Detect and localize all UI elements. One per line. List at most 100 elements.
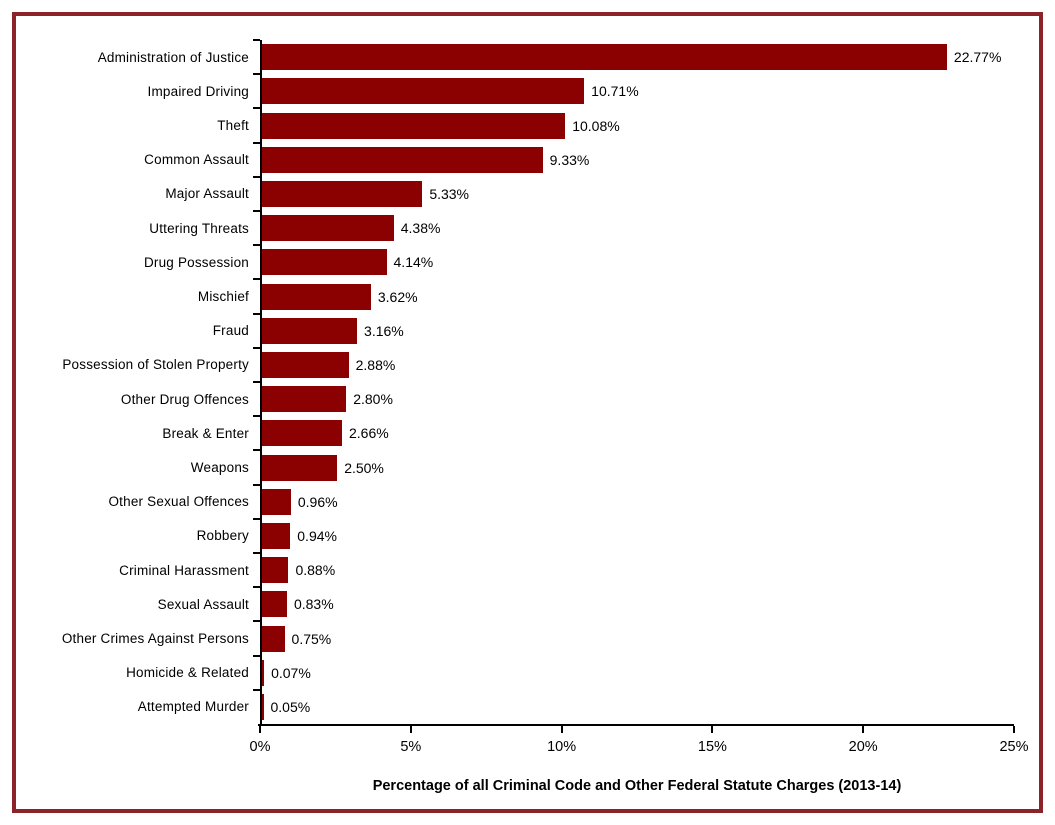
category-label: Robbery (196, 528, 249, 544)
bar-row: Other Crimes Against Persons 0.75% (16, 620, 1014, 656)
bar-track: 0.07% (253, 654, 1014, 690)
bar-row: Other Drug Offences 2.80% (16, 381, 1014, 417)
bar-track: 0.94% (253, 517, 1014, 554)
x-title-row: Percentage of all Criminal Code and Othe… (16, 778, 1014, 794)
bar-track: 2.50% (253, 449, 1014, 485)
bar-row: Theft 10.08% (16, 107, 1014, 143)
value-label: 5.33% (429, 185, 470, 202)
bar-row: Break & Enter 2.66% (16, 415, 1014, 451)
bar-track: 5.33% (253, 175, 1014, 212)
category-label: Uttering Threats (149, 220, 249, 236)
bar (262, 317, 358, 344)
bar-track: 0.88% (253, 552, 1014, 588)
chart-frame: Administration of Justice 22.77% Impaired … (12, 12, 1043, 813)
bar-row: Sexual Assault 0.83% (16, 586, 1014, 622)
x-axis-tick-label: 20% (848, 739, 878, 755)
category-label: Homicide & Related (126, 665, 249, 681)
value-label: 4.38% (400, 220, 441, 237)
x-axis-line (258, 724, 1014, 726)
value-label: 2.80% (353, 391, 393, 408)
value-label: 4.14% (393, 254, 434, 271)
bar-track: 3.62% (253, 278, 1014, 314)
value-label: 2.88% (355, 356, 396, 373)
bar-track: 2.88% (253, 346, 1014, 383)
category-label: Break & Enter (162, 425, 249, 441)
category-label: Administration of Justice (97, 49, 249, 65)
bar-track: 2.66% (253, 415, 1014, 451)
bar-row: Attempted Murder 0.05% (16, 688, 1014, 725)
bar (262, 693, 264, 720)
bar-rows: Administration of Justice 22.77% Impaired … (16, 38, 1039, 725)
bar-row: Impaired Driving 10.71% (16, 73, 1014, 109)
value-label: 3.16% (364, 322, 404, 339)
bar-row: Fraud 3.16% (16, 312, 1014, 348)
value-label: 10.71% (591, 83, 639, 100)
bar-track: 0.75% (253, 620, 1014, 656)
value-label: 3.62% (377, 288, 418, 305)
x-axis-tick-label: 10% (547, 739, 577, 755)
bar-row: Homicide & Related 0.07% (16, 654, 1014, 690)
value-label: 0.75% (291, 630, 332, 647)
bar-row: Administration of Justice 22.77% (16, 38, 1014, 75)
bar (262, 44, 947, 71)
bar-track: 4.38% (253, 210, 1014, 246)
value-label: 9.33% (549, 151, 590, 168)
x-axis: 0% 5% 10% 15% 20% 25% (250, 724, 1029, 764)
value-label: 0.05% (270, 698, 311, 715)
category-label: Possession of Stolen Property (62, 357, 249, 373)
bar (262, 112, 566, 139)
bar (262, 591, 287, 618)
bar-row: Mischief 3.62% (16, 278, 1014, 314)
category-label: Impaired Driving (147, 83, 249, 99)
category-label: Weapons (190, 460, 249, 476)
category-label: Common Assault (144, 152, 249, 168)
category-label: Other Sexual Offences (108, 494, 249, 510)
value-label: 0.94% (297, 527, 337, 544)
bar (262, 180, 423, 207)
bar (262, 215, 394, 242)
x-axis-tick-label: 0% (249, 739, 271, 755)
x-axis-row: 0% 5% 10% 15% 20% 25% (16, 724, 1029, 764)
x-axis-spacer (16, 724, 260, 764)
bar-row: Drug Possession 4.14% (16, 244, 1014, 280)
category-label: Sexual Assault (157, 596, 249, 612)
x-axis-tick (711, 726, 714, 733)
bar-track: 22.77% (253, 38, 1014, 75)
value-label: 2.66% (349, 425, 389, 442)
category-label: Fraud (212, 323, 249, 339)
x-title-spacer (16, 778, 260, 794)
bar-track: 0.96% (253, 483, 1014, 519)
bar (262, 488, 291, 515)
bar-row: Weapons 2.50% (16, 449, 1014, 485)
category-label: Drug Possession (143, 254, 249, 270)
category-label: Theft (217, 118, 249, 133)
bar-row: Other Sexual Offences 0.96% (16, 483, 1014, 519)
x-axis-tick-label: 5% (400, 739, 422, 755)
bar-row: Possession of Stolen Property 2.88% (16, 346, 1014, 383)
category-label: Mischief (197, 289, 249, 305)
bar-row: Uttering Threats 4.38% (16, 210, 1014, 246)
bar-row: Robbery 0.94% (16, 517, 1014, 554)
value-label: 2.50% (344, 459, 384, 476)
value-label: 0.96% (297, 493, 338, 510)
bar (262, 420, 342, 447)
bar-track: 0.05% (253, 688, 1014, 725)
bar (262, 351, 349, 378)
value-label: 0.07% (271, 664, 311, 681)
value-label: 0.88% (295, 562, 336, 579)
category-label: Attempted Murder (137, 699, 249, 715)
bar (262, 146, 543, 173)
bar-track: 4.14% (253, 244, 1014, 280)
x-axis-tick (862, 726, 865, 733)
bar-track: 10.71% (253, 73, 1014, 109)
bar-track: 3.16% (253, 312, 1014, 348)
bar-track: 0.83% (253, 586, 1014, 622)
bar (262, 386, 347, 413)
bar (262, 625, 285, 652)
value-label: 10.08% (572, 117, 620, 134)
bar (262, 659, 265, 686)
category-label: Other Drug Offences (120, 391, 249, 407)
value-label: 0.83% (293, 596, 334, 613)
bar (262, 557, 289, 584)
x-axis-tick (560, 726, 563, 733)
